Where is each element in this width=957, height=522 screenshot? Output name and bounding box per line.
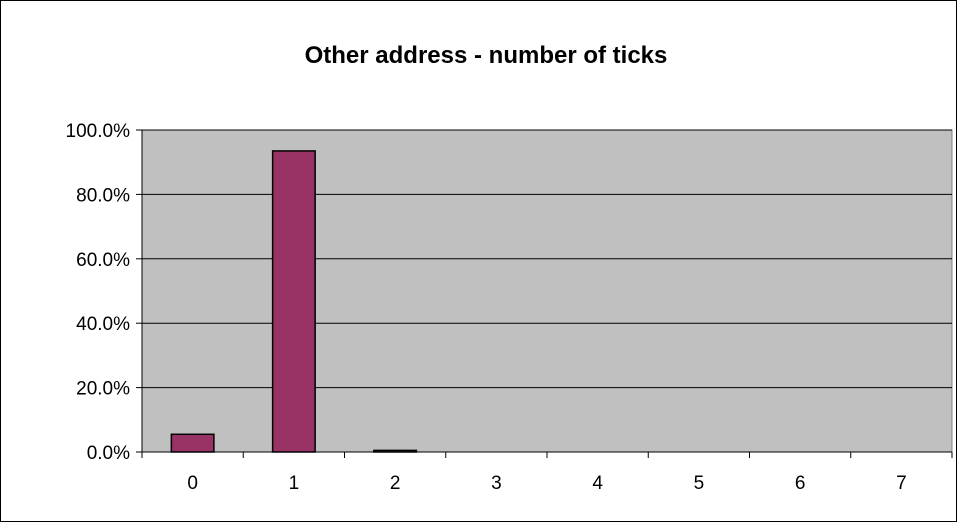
bar-1 <box>271 150 316 453</box>
x-tick-label: 7 <box>896 473 907 494</box>
x-tick-label: 5 <box>694 473 705 494</box>
x-tick-label: 1 <box>289 473 300 494</box>
bars <box>170 150 418 453</box>
x-tick-label: 3 <box>491 473 502 494</box>
axes <box>136 129 953 458</box>
plot-area <box>141 129 953 453</box>
y-tick-label: 80.0% <box>76 185 130 206</box>
x-tick-label: 0 <box>187 473 198 494</box>
y-tick-label: 40.0% <box>76 314 130 335</box>
y-tick-label: 60.0% <box>76 250 130 271</box>
y-tick-label: 20.0% <box>76 379 130 400</box>
tick-labels: 0.0% 20.0% 40.0% 60.0% 80.0% 100.0% 0 1 2 3 4 5 6 7 <box>66 121 907 494</box>
plot-background <box>141 129 953 453</box>
y-tick-label: 100.0% <box>66 121 131 142</box>
bar-0 <box>170 433 215 453</box>
x-tick-label: 2 <box>390 473 401 494</box>
x-tick-label: 6 <box>795 473 806 494</box>
chart-title: Other address - number of ticks <box>305 42 668 69</box>
y-tick-label: 0.0% <box>87 443 130 464</box>
x-tick-label: 4 <box>592 473 603 494</box>
